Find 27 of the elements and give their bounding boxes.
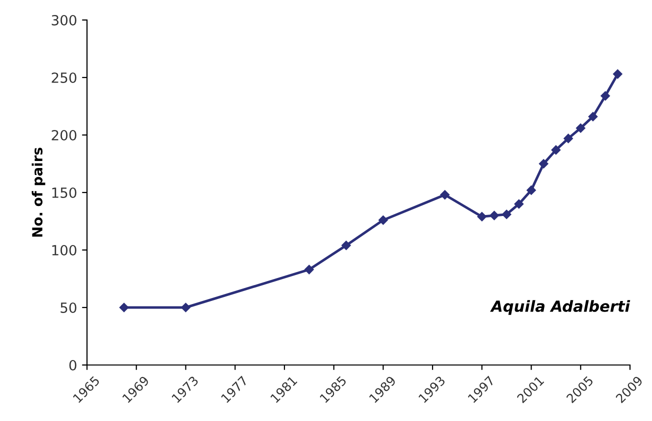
point bbox=[600, 91, 610, 101]
point bbox=[576, 123, 586, 133]
point bbox=[477, 212, 487, 222]
point bbox=[526, 186, 536, 195]
point bbox=[119, 302, 129, 312]
y-tick-label: 150 bbox=[52, 187, 76, 198]
y-tick-label: 300 bbox=[52, 14, 76, 26]
point bbox=[181, 302, 190, 312]
point bbox=[378, 215, 388, 225]
point bbox=[613, 69, 622, 79]
y-tick-label: 200 bbox=[52, 130, 76, 140]
y-tick-label: 0 bbox=[69, 360, 76, 370]
point bbox=[304, 264, 314, 274]
annotation: Aquila Adalberti bbox=[490, 300, 630, 315]
point bbox=[551, 145, 561, 155]
point bbox=[342, 240, 351, 250]
point bbox=[490, 210, 499, 220]
y-tick-label: 50 bbox=[60, 302, 76, 313]
point bbox=[538, 159, 548, 168]
y-tick-label: 250 bbox=[52, 72, 76, 83]
point bbox=[588, 112, 598, 122]
point bbox=[440, 190, 450, 200]
point bbox=[514, 199, 524, 209]
y-axis-title: No. of pairs bbox=[32, 148, 46, 237]
point bbox=[564, 134, 573, 144]
y-tick-label: 100 bbox=[52, 244, 76, 256]
point bbox=[502, 210, 512, 219]
